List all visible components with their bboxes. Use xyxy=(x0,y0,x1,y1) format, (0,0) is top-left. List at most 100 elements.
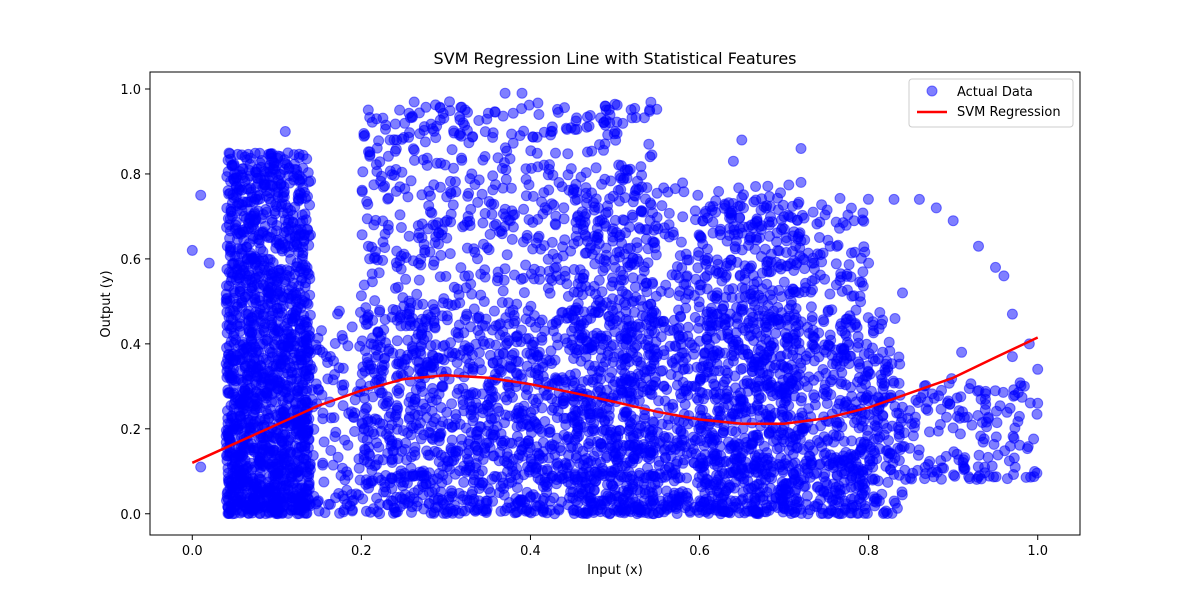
data-point xyxy=(674,250,686,262)
data-point xyxy=(569,410,581,421)
data-point xyxy=(395,222,407,233)
data-point xyxy=(627,196,639,208)
data-point xyxy=(466,349,478,361)
data-point xyxy=(270,237,282,248)
data-point xyxy=(644,341,655,352)
data-point xyxy=(487,184,499,196)
data-point xyxy=(464,173,476,185)
data-point xyxy=(496,297,508,308)
data-point xyxy=(249,147,261,159)
data-point xyxy=(672,455,683,467)
data-point xyxy=(316,325,327,337)
data-point xyxy=(658,380,670,392)
data-point xyxy=(567,312,579,324)
data-point xyxy=(358,279,370,291)
data-point xyxy=(501,394,513,406)
data-point xyxy=(593,470,605,481)
data-point xyxy=(584,110,596,121)
data-point xyxy=(672,437,684,449)
data-point xyxy=(672,370,684,382)
data-point xyxy=(285,253,297,265)
data-point xyxy=(620,288,632,300)
data-point xyxy=(298,229,310,241)
data-point xyxy=(287,209,299,221)
data-point xyxy=(500,409,511,421)
data-point xyxy=(230,465,241,477)
data-point xyxy=(504,306,516,318)
data-point xyxy=(412,409,424,421)
data-point xyxy=(417,154,429,166)
data-point xyxy=(448,454,460,466)
data-point xyxy=(689,311,701,323)
data-point xyxy=(632,388,644,400)
data-point xyxy=(380,428,392,440)
data-point xyxy=(466,401,478,413)
data-point xyxy=(602,200,613,212)
data-point xyxy=(501,249,513,261)
data-point xyxy=(400,320,412,332)
data-point xyxy=(436,353,448,365)
data-point xyxy=(695,231,707,243)
data-point xyxy=(413,274,425,286)
data-point xyxy=(261,185,272,197)
data-point xyxy=(396,133,408,145)
data-point xyxy=(605,175,617,187)
data-point xyxy=(264,447,276,459)
data-point xyxy=(370,344,382,356)
data-point xyxy=(544,426,556,438)
data-point xyxy=(649,242,661,254)
data-point xyxy=(296,441,308,453)
data-point xyxy=(225,240,237,252)
data-point xyxy=(490,339,502,351)
data-point xyxy=(317,457,329,469)
data-point xyxy=(546,319,558,330)
data-point xyxy=(600,242,612,254)
data-point xyxy=(236,301,248,313)
data-point xyxy=(362,240,374,252)
data-point xyxy=(595,456,606,468)
data-point xyxy=(415,253,427,265)
data-point xyxy=(882,476,894,488)
data-point xyxy=(630,112,642,124)
data-point xyxy=(645,320,657,332)
data-point xyxy=(576,281,587,293)
data-point xyxy=(333,362,345,374)
data-point xyxy=(603,403,615,415)
data-point xyxy=(686,447,697,459)
data-point xyxy=(390,282,401,294)
data-point xyxy=(558,213,570,225)
data-point xyxy=(249,319,261,331)
data-point xyxy=(223,280,235,292)
data-point xyxy=(609,442,621,453)
data-point xyxy=(422,449,434,461)
data-point xyxy=(235,411,247,423)
data-point xyxy=(291,354,303,366)
data-point xyxy=(250,214,262,226)
data-point xyxy=(529,417,541,429)
data-point xyxy=(395,263,407,275)
data-point xyxy=(884,345,896,357)
data-point xyxy=(279,480,290,492)
data-point xyxy=(544,159,555,171)
data-point xyxy=(647,494,659,506)
data-point xyxy=(251,167,262,179)
data-point xyxy=(531,441,543,453)
data-point xyxy=(372,254,383,266)
data-point xyxy=(559,270,571,282)
data-point xyxy=(300,343,312,355)
data-point xyxy=(330,426,342,438)
data-point xyxy=(425,340,437,352)
data-point xyxy=(406,349,418,361)
data-point xyxy=(680,302,692,314)
data-point xyxy=(471,426,482,438)
data-point xyxy=(453,129,465,141)
data-point xyxy=(467,131,479,143)
data-point xyxy=(693,296,705,308)
data-point xyxy=(644,453,655,465)
data-point xyxy=(533,453,545,465)
data-point xyxy=(257,299,269,311)
data-point xyxy=(361,196,373,207)
data-point xyxy=(620,299,632,311)
data-point xyxy=(614,229,626,241)
data-point xyxy=(611,490,623,502)
